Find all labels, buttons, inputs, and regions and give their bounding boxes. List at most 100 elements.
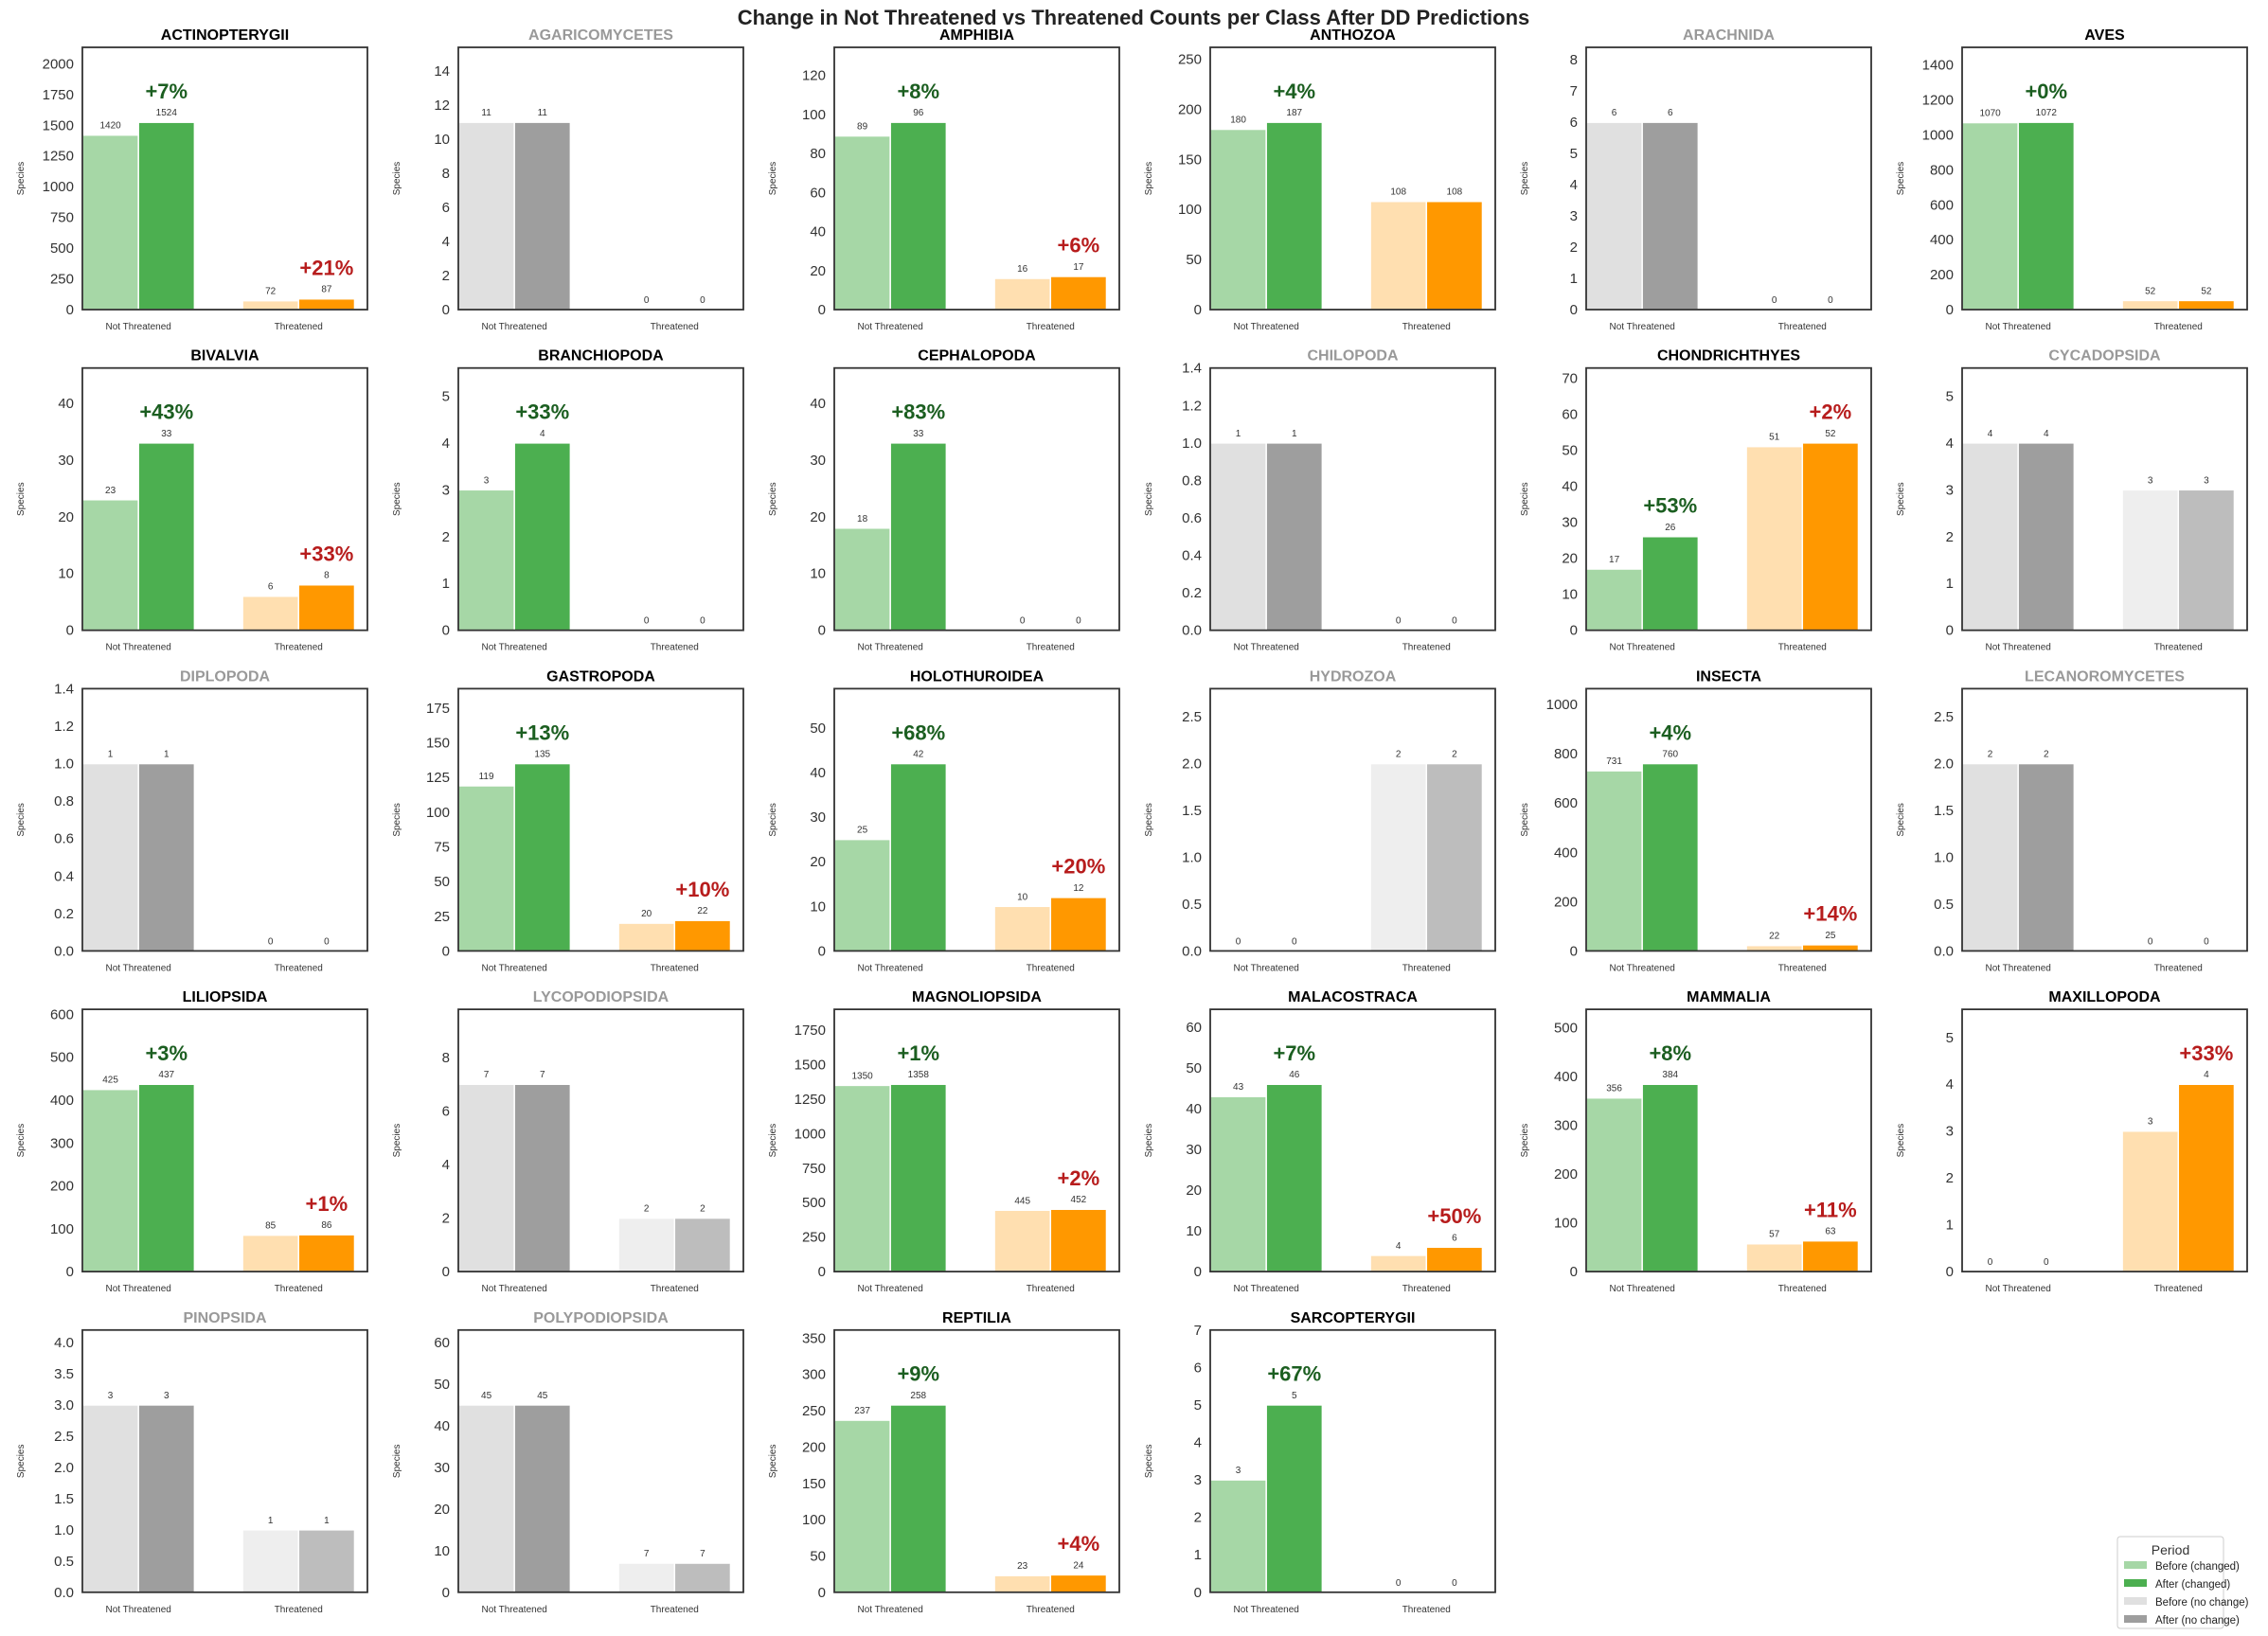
subplot-frame [833, 1328, 1120, 1593]
subplot-aves: AVES 0 200 400 600 800 1000 1200 1400 Species 1070… [1896, 27, 2248, 332]
bar-not-threatened-before [833, 134, 891, 311]
y-tick-label: 60 [434, 1335, 450, 1351]
bar-value-label: 3 [164, 1391, 170, 1401]
bar-value-label: 18 [857, 514, 868, 525]
x-tick-label: Threatened [275, 1605, 323, 1615]
y-tick-label: 2000 [43, 56, 74, 72]
bar-not-threatened-after [1265, 121, 1324, 311]
bar-threatened-after [297, 297, 356, 311]
subplot-agaricomycetes: AGARICOMYCETES 0 2 4 6 8 10 12 14 Species 11 11 Not … [392, 27, 744, 332]
y-tick-label: 50 [434, 874, 450, 890]
subplot-hydrozoa: HYDROZOA 0.0 0.5 1.0 1.5 2.0 2.5 Species 0 0 Not T… [1144, 668, 1496, 973]
y-tick-label: 5 [1946, 388, 1954, 404]
x-tick-label: Not Threatened [1986, 322, 2051, 332]
y-tick-label: 10 [810, 898, 826, 915]
bar-value-label: 72 [265, 287, 277, 297]
bar-value-label: 237 [854, 1406, 870, 1416]
bar-value-label: 7 [540, 1070, 545, 1080]
subplot-title: LECANOROMYCETES [2025, 668, 2185, 685]
subplot-title: MAXILLOPODA [2048, 989, 2161, 1005]
y-tick-label: 0 [442, 302, 450, 318]
y-tick-label: 1.5 [1934, 803, 1954, 819]
x-tick-label: Threatened [1027, 322, 1075, 332]
y-tick-label: 3.0 [54, 1397, 74, 1414]
subplot-title: AGARICOMYCETES [528, 27, 673, 44]
bar-value-label: 2 [1396, 750, 1402, 760]
x-tick-label: Not Threatened [1234, 322, 1299, 332]
bar-not-threatened-after [2017, 762, 2076, 952]
subplot-frame [1585, 46, 1872, 311]
subplot-frame [1209, 1008, 1496, 1272]
bar-value-label: 0 [1236, 936, 1241, 947]
subplot-maxillopoda: MAXILLOPODA 0 1 2 3 4 5 Species 0 0 Not Threatened… [1896, 989, 2248, 1294]
y-tick-label: 0 [1570, 623, 1578, 639]
bar-not-threatened-after [1641, 121, 1700, 311]
bar-threatened-before [241, 1529, 300, 1593]
subplot-frame [81, 46, 368, 311]
bar-not-threatened-before [1585, 1096, 1643, 1272]
y-tick-label: 1.4 [1182, 361, 1202, 377]
bar-not-threatened-before [1585, 568, 1643, 631]
bar-value-label: 4 [1396, 1241, 1402, 1252]
subplot-polypodiopsida: POLYPODIOPSIDA 0 10 20 30 40 50 60 Species 45 45 No… [392, 1310, 744, 1615]
legend-entries: Before (changed) After (changed) Before (n… [2124, 1561, 2249, 1627]
bar-value-label: 384 [1662, 1070, 1678, 1080]
subplot-frame [833, 687, 1120, 952]
y-axis-label: Species [1896, 1124, 1906, 1158]
y-tick-label: 1 [442, 576, 450, 592]
y-tick-label: 1000 [43, 179, 74, 195]
y-tick-label: 4 [1946, 1076, 1954, 1093]
bar-value-label: 2 [2044, 750, 2049, 760]
bar-threatened-before [993, 277, 1052, 311]
bar-value-label: 86 [321, 1220, 332, 1231]
y-tick-label: 4.0 [54, 1335, 74, 1351]
bar-value-label: 4 [540, 429, 545, 439]
y-axis-label: Species [392, 1124, 402, 1158]
y-tick-label: 20 [810, 509, 826, 525]
subplot-mammalia: MAMMALIA 0 100 200 300 400 500 Species 356 384 +8%… [1520, 989, 1872, 1294]
y-tick-label: 200 [1930, 267, 1954, 283]
x-tick-label: Threatened [275, 963, 323, 973]
bar-value-label: 437 [158, 1070, 174, 1080]
legend-box [2116, 1536, 2224, 1629]
y-tick-label: 200 [1178, 101, 1202, 117]
bar-threatened-before [1369, 762, 1428, 952]
bar-threatened-after [673, 1217, 732, 1272]
x-tick-label: Threatened [1402, 322, 1451, 332]
y-tick-label: 20 [810, 854, 826, 870]
y-tick-label: 3 [1194, 1472, 1202, 1488]
y-axis-label: Species [392, 162, 402, 196]
x-tick-label: Threatened [1778, 1284, 1827, 1294]
bar-value-label: 57 [1769, 1230, 1780, 1240]
bar-value-label: 1350 [851, 1071, 873, 1081]
y-tick-label: 150 [802, 1476, 826, 1492]
subplot-liliopsida: LILIOPSIDA 0 100 200 300 400 500 600 Species 425 4… [16, 989, 368, 1294]
y-tick-label: 6 [442, 200, 450, 216]
bar-value-label: 25 [1825, 931, 1836, 941]
y-tick-label: 0 [818, 1585, 826, 1601]
y-axis-label: Species [392, 482, 402, 516]
y-tick-label: 25 [434, 909, 450, 925]
y-axis-label: Species [1520, 803, 1530, 837]
x-tick-label: Not Threatened [1610, 1284, 1675, 1294]
x-tick-label: Not Threatened [858, 963, 923, 973]
bar-value-label: 6 [1452, 1233, 1457, 1243]
y-tick-label: 0 [1946, 623, 1954, 639]
y-tick-label: 10 [434, 1543, 450, 1559]
bar-value-label: 760 [1662, 750, 1678, 760]
subplot-frame [833, 1008, 1120, 1272]
bar-value-label: 7 [484, 1070, 490, 1080]
subplot-title: SARCOPTERYGII [1291, 1310, 1416, 1326]
percent-change-label: +20% [1051, 855, 1105, 879]
y-tick-label: 4 [442, 234, 450, 250]
y-tick-label: 250 [50, 272, 74, 288]
y-tick-label: 400 [50, 1093, 74, 1109]
subplot-frame [81, 687, 368, 952]
bar-value-label: 3 [2148, 475, 2153, 486]
subplot-branchiopoda: BRANCHIOPODA 0 1 2 3 4 5 Species 3 4 +33% Not Threa… [392, 348, 744, 653]
bar-not-threatened-before [1961, 121, 2019, 311]
bar-threatened-before [993, 1209, 1052, 1272]
bar-not-threatened-after [1265, 442, 1324, 631]
y-tick-label: 300 [1554, 1118, 1578, 1134]
y-tick-label: 0 [1194, 1585, 1202, 1601]
